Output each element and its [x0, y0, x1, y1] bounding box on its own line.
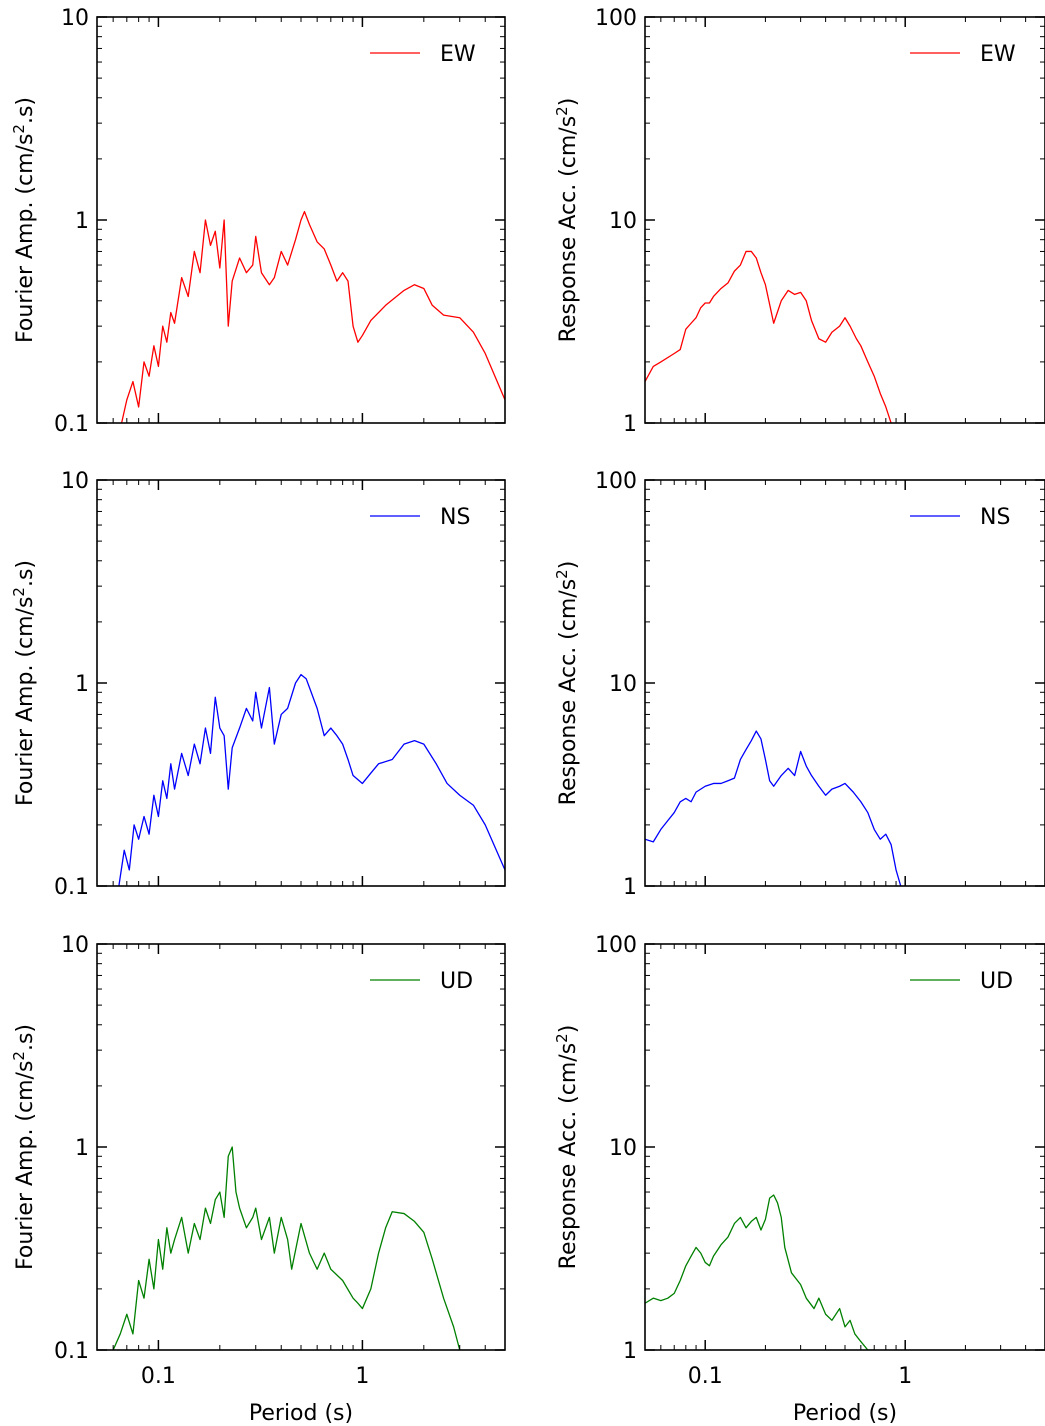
y-tick-label: 10 — [609, 209, 637, 234]
y-tick-label: 1 — [75, 1136, 89, 1161]
axes-frame — [96, 16, 506, 424]
y-axis-label: Response Acc. (cm/s2) — [553, 1025, 581, 1270]
series-line-ns — [645, 730, 902, 886]
legend-label: UD — [440, 969, 473, 994]
series-line-ew — [120, 210, 505, 423]
y-tick-label: 1 — [623, 412, 637, 437]
x-tick-label: 1 — [355, 1364, 369, 1389]
y-axis-label: Response Acc. (cm/s2) — [553, 561, 581, 806]
y-tick-label: 1 — [75, 672, 89, 697]
series-line-ud — [645, 1194, 875, 1350]
panel-fourier-ns: 0.1 1 10 Fourier Amp. (cm/s2.s) NS — [10, 469, 506, 900]
y-tick-label: 0.1 — [54, 875, 89, 900]
legend-label: NS — [980, 505, 1010, 530]
series-line-ew — [645, 250, 892, 423]
y-tick-label: 100 — [595, 6, 637, 31]
y-tick-label: 100 — [595, 469, 637, 494]
axes-frame — [96, 943, 506, 1351]
y-tick-label: 0.1 — [54, 412, 89, 437]
y-tick-label: 10 — [609, 1136, 637, 1161]
x-tick-label: 0.1 — [688, 1364, 723, 1389]
series-line-ns — [118, 673, 505, 886]
y-axis-label: Fourier Amp. (cm/s2.s) — [10, 560, 38, 806]
y-tick-label: 10 — [609, 672, 637, 697]
y-tick-label: 0.1 — [54, 1339, 89, 1364]
y-tick-label: 10 — [61, 933, 89, 958]
axes-frame — [96, 479, 506, 887]
axes-frame — [644, 16, 1045, 424]
y-tick-label: 10 — [61, 6, 89, 31]
panel-fourier-ew: 0.1 1 10 Fourier Amp. (cm/s2.s) EW — [10, 6, 506, 437]
legend-label: NS — [440, 505, 470, 530]
y-axis-label: Fourier Amp. (cm/s2.s) — [10, 1024, 38, 1270]
series-line-ud — [97, 1146, 461, 1350]
y-axis-label: Response Acc. (cm/s2) — [553, 98, 581, 343]
legend-label: EW — [440, 42, 476, 67]
panel-response-ns: 1 10 100 Response Acc. (cm/s2) NS — [553, 469, 1045, 900]
y-tick-label: 1 — [623, 1339, 637, 1364]
y-tick-label: 1 — [623, 875, 637, 900]
y-tick-label: 1 — [75, 209, 89, 234]
x-tick-label: 0.1 — [141, 1364, 176, 1389]
panel-response-ew: 1 10 100 Response Acc. (cm/s2) EW — [553, 6, 1045, 437]
x-axis-label: Period (s) — [793, 1401, 897, 1426]
y-axis-label: Fourier Amp. (cm/s2.s) — [10, 97, 38, 343]
axes-frame — [644, 479, 1045, 887]
y-tick-label: 100 — [595, 933, 637, 958]
x-axis-label: Period (s) — [249, 1401, 353, 1426]
axes-frame — [644, 943, 1045, 1351]
x-tick-label: 1 — [898, 1364, 912, 1389]
legend-label: EW — [980, 42, 1016, 67]
y-tick-label: 10 — [61, 469, 89, 494]
legend-label: UD — [980, 969, 1013, 994]
